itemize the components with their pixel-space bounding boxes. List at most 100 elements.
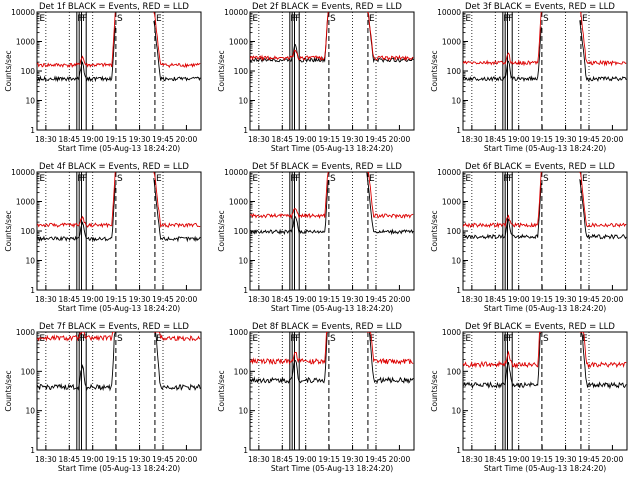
- panel-frame: [462, 11, 628, 131]
- x-tick-label: 19:00: [82, 295, 104, 304]
- x-tick-label: 18:30: [35, 455, 57, 464]
- series-events-line: [153, 332, 201, 392]
- marker-label: S: [117, 334, 123, 344]
- series-lld-line: [250, 172, 329, 220]
- x-tick-label: 19:00: [82, 455, 104, 464]
- y-axis-label: Counts/sec: [4, 370, 13, 411]
- x-tick-label: 20:00: [389, 295, 411, 304]
- x-axis-label: Start Time (05-Aug-13 18:24:20): [58, 304, 180, 313]
- y-tick-label: 100: [447, 67, 462, 76]
- marker-label: F: [290, 334, 295, 344]
- y-axis-label: Counts/sec: [4, 210, 13, 251]
- y-tick-label: 10: [25, 407, 35, 416]
- marker-label: E: [465, 174, 471, 184]
- y-tick-label: 10: [238, 97, 248, 106]
- panel-title: Det 9f BLACK = Events, RED = LLD: [465, 322, 615, 332]
- x-tick-label: 18:45: [484, 295, 506, 304]
- y-tick-label: 1: [456, 126, 461, 135]
- marker-label: F: [82, 14, 87, 24]
- series-events-line: [37, 332, 116, 392]
- x-tick-label: 19:15: [531, 135, 553, 144]
- marker-label: F: [77, 174, 82, 184]
- chart-panel-3: Det 3f BLACK = Events, RED = LLD 1 10 100 10…: [430, 2, 628, 153]
- marker-label: F: [82, 334, 87, 344]
- series-lld-line: [463, 332, 542, 369]
- panel-title: Det 8f BLACK = Events, RED = LLD: [252, 322, 402, 332]
- marker-label: S: [330, 14, 336, 24]
- series-lld-line: [250, 12, 329, 62]
- marker-label: F: [82, 174, 87, 184]
- x-tick-label: 19:00: [295, 295, 317, 304]
- chart-panel-9: Det 9f BLACK = Events, RED = LLD 1 10 100 10…: [430, 322, 628, 473]
- series-lld-line: [463, 12, 542, 67]
- x-tick-label: 18:45: [484, 455, 506, 464]
- marker-label: S: [117, 14, 123, 24]
- y-tick-label: 1: [30, 126, 35, 135]
- marker-label: E: [582, 174, 588, 184]
- x-tick-label: 19:45: [578, 135, 600, 144]
- marker-label: F: [295, 174, 300, 184]
- series-lld-line: [579, 12, 627, 67]
- chart-panel-5: Det 5f BLACK = Events, RED = LLD 1 10 100 10…: [217, 162, 415, 313]
- panel-title: Det 7f BLACK = Events, RED = LLD: [39, 322, 189, 332]
- marker-label: S: [330, 174, 336, 184]
- series-events-line: [366, 12, 414, 64]
- series-lld-line: [153, 172, 201, 229]
- x-axis-label: Start Time (05-Aug-13 18:24:20): [484, 464, 606, 473]
- marker-label: E: [582, 14, 588, 24]
- x-tick-label: 20:00: [602, 455, 624, 464]
- y-tick-label: 10: [25, 97, 35, 106]
- x-tick-label: 19:00: [295, 455, 317, 464]
- x-axis-label: Start Time (05-Aug-13 18:24:20): [271, 304, 393, 313]
- x-axis-label: Start Time (05-Aug-13 18:24:20): [484, 144, 606, 153]
- marker-label: F: [503, 14, 508, 24]
- marker-label: E: [156, 14, 162, 24]
- series-events-line: [250, 179, 329, 236]
- chart-panel-2: Det 2f BLACK = Events, RED = LLD 1 10 100 10…: [217, 2, 415, 153]
- y-tick-label: 10000: [11, 168, 35, 177]
- x-tick-label: 20:00: [176, 455, 198, 464]
- panel-frame: [36, 331, 202, 451]
- y-axis-label: Counts/sec: [4, 50, 13, 91]
- series-events-line: [463, 26, 542, 82]
- series-events-line: [37, 26, 116, 83]
- series-lld-line: [463, 172, 542, 229]
- marker-label: F: [80, 174, 85, 184]
- series-lld-line: [366, 332, 414, 366]
- panel-frame: [36, 171, 202, 291]
- y-tick-label: 1000: [229, 38, 248, 47]
- marker-label: S: [543, 334, 549, 344]
- x-tick-label: 20:00: [602, 135, 624, 144]
- panel-title: Det 5f BLACK = Events, RED = LLD: [252, 162, 402, 172]
- x-tick-label: 19:30: [555, 135, 577, 144]
- marker-label: E: [156, 174, 162, 184]
- y-tick-label: 100: [21, 67, 36, 76]
- chart-panel-1: Det 1f BLACK = Events, RED = LLD 1 10 100 10…: [4, 2, 202, 153]
- y-tick-label: 10000: [11, 8, 35, 17]
- y-tick-label: 1000: [229, 328, 248, 337]
- x-tick-label: 19:15: [318, 295, 340, 304]
- x-tick-label: 20:00: [176, 295, 198, 304]
- marker-label: E: [252, 334, 258, 344]
- y-axis-label: Counts/sec: [430, 370, 439, 411]
- marker-label: F: [80, 334, 85, 344]
- x-tick-label: 18:45: [58, 455, 80, 464]
- y-tick-label: 100: [21, 367, 36, 376]
- x-tick-label: 18:45: [58, 295, 80, 304]
- y-tick-label: 100: [447, 367, 462, 376]
- marker-label: F: [506, 14, 511, 24]
- x-axis-label: Start Time (05-Aug-13 18:24:20): [271, 464, 393, 473]
- x-tick-label: 19:30: [342, 295, 364, 304]
- y-tick-label: 1: [243, 446, 248, 455]
- y-axis-label: Counts/sec: [430, 210, 439, 251]
- chart-panel-4: Det 4f BLACK = Events, RED = LLD 1 10 100 10…: [4, 162, 202, 313]
- x-tick-label: 19:00: [508, 135, 530, 144]
- x-tick-label: 19:30: [342, 455, 364, 464]
- y-tick-label: 10: [25, 257, 35, 266]
- y-axis-label: Counts/sec: [217, 50, 226, 91]
- series-events-line: [366, 172, 414, 236]
- y-tick-label: 1000: [16, 198, 35, 207]
- x-tick-label: 19:45: [578, 295, 600, 304]
- panel-title: Det 4f BLACK = Events, RED = LLD: [39, 162, 189, 172]
- x-tick-label: 19:30: [342, 135, 364, 144]
